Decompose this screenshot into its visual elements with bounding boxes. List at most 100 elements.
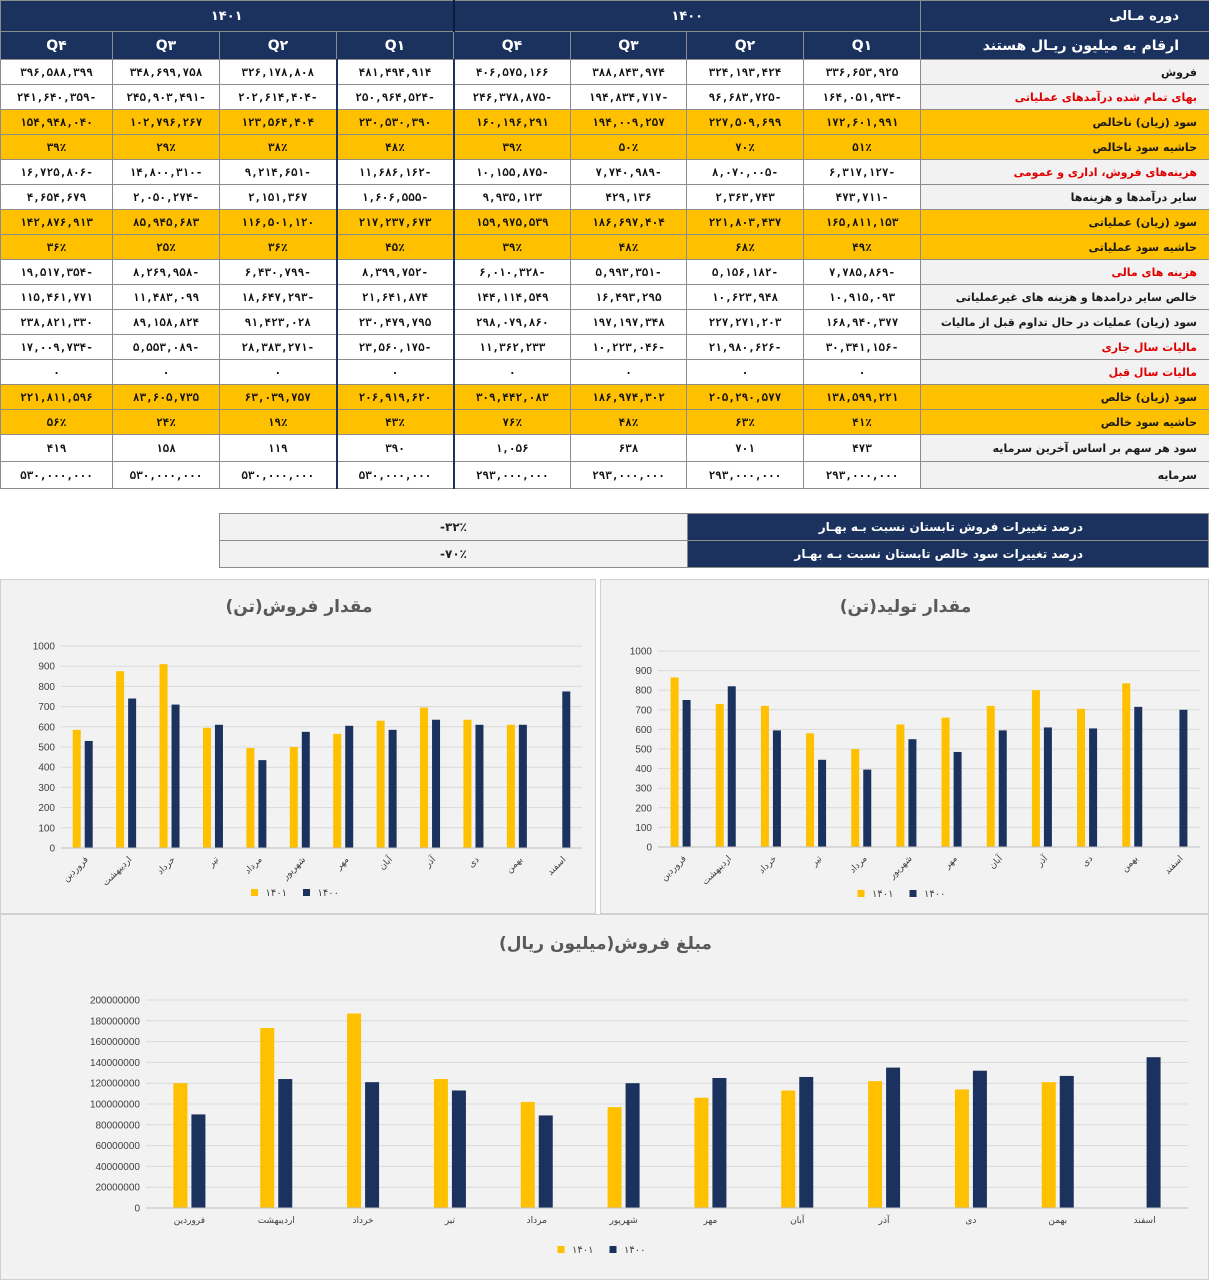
table-cell: ۴۸٪: [571, 410, 687, 435]
y-tick-label: 700: [38, 702, 55, 713]
bar-1401: [246, 748, 254, 848]
x-tick-label: شهریور: [609, 1216, 638, 1226]
legend-swatch: [558, 1246, 565, 1253]
bar-1401: [1042, 1082, 1056, 1208]
x-tick-label: فروردین: [62, 855, 91, 884]
bar-1400: [1089, 728, 1097, 847]
x-tick-label: تیر: [206, 855, 221, 870]
table-cell: ۸,۲۶۹,۹۵۸-: [113, 260, 220, 285]
table-cell: ۱۰۲,۷۹۶,۲۶۷: [113, 110, 220, 135]
bar-1400: [519, 725, 527, 848]
table-cell: ۴۵٪: [337, 235, 454, 260]
x-tick-label: آذر: [421, 853, 438, 870]
table-row: ۵۶٪۲۴٪۱۹٪۴۳٪۷۶٪۴۸٪۶۳٪۴۱٪حاشیه سود خالص: [1, 410, 1209, 435]
table-cell: ۲۲۷,۲۷۱,۲۰۳: [687, 310, 804, 335]
profit-change-value: -۷۰٪: [220, 541, 688, 568]
row-label: هزینه‌های فروش، اداری و عمومی: [921, 160, 1209, 185]
y-tick-label: 700: [635, 705, 652, 716]
table-cell: ۱۶۵,۸۱۱,۱۵۳: [804, 210, 921, 235]
bar-1400: [908, 739, 916, 847]
table-cell: ۱۱۹: [220, 435, 337, 462]
table-cell: ۲۴۶,۳۷۸,۸۷۵-: [454, 85, 571, 110]
x-tick-label: تیر: [444, 1216, 456, 1226]
table-cell: ۱۰,۲۲۳,۰۴۶-: [571, 335, 687, 360]
table-cell: ۱,۶۰۶,۵۵۵-: [337, 185, 454, 210]
table-cell: ۱۱,۳۶۲,۲۳۳: [454, 335, 571, 360]
bar-1400: [773, 730, 781, 847]
x-tick-label: خرداد: [353, 1216, 374, 1226]
y-tick-label: 100: [635, 823, 652, 834]
table-cell: ۰: [220, 360, 337, 385]
bar-1401: [507, 725, 515, 848]
bar-1401: [434, 1079, 448, 1208]
table-cell: ۱۱۶,۵۰۱,۱۲۰: [220, 210, 337, 235]
x-tick-label: آذر: [878, 1214, 890, 1226]
table-cell: ۲۵۰,۹۶۴,۵۲۴-: [337, 85, 454, 110]
profit-change-label: درصد تغییرات سود خالص تابستان نسبت بـه ب…: [688, 541, 1209, 568]
quarter-header: Q۳: [113, 32, 220, 60]
table-cell: ۵,۹۹۳,۳۵۱-: [571, 260, 687, 285]
table-cell: ۳۸٪: [220, 135, 337, 160]
x-tick-label: فروردین: [174, 1216, 205, 1226]
x-tick-label: اسفند: [1134, 1216, 1156, 1226]
x-tick-label: مهر: [334, 855, 352, 873]
table-row: ۱۶,۷۲۵,۸۰۶-۱۴,۸۰۰,۳۱۰-۹,۲۱۴,۶۵۱-۱۱,۶۸۶,۱…: [1, 160, 1209, 185]
table-cell: ۲,۳۶۳,۷۴۳: [687, 185, 804, 210]
y-tick-label: 100000000: [90, 1100, 140, 1111]
y-tick-label: 600: [38, 722, 55, 733]
table-cell: ۷,۷۴۰,۹۸۹-: [571, 160, 687, 185]
table-cell: ۲۹٪: [113, 135, 220, 160]
quarter-header: Q۴: [1, 32, 113, 60]
bar-1401: [203, 728, 211, 848]
table-cell: ۲۹۳,۰۰۰,۰۰۰: [804, 462, 921, 489]
bar-1400: [954, 752, 962, 847]
bar-1401: [377, 721, 385, 848]
bar-1400: [728, 686, 736, 847]
table-cell: ۱۸۶,۶۹۷,۴۰۴: [571, 210, 687, 235]
bar-1400: [818, 760, 826, 847]
table-cell: ۷۶٪: [454, 410, 571, 435]
table-row: ۱۹,۵۱۷,۳۵۴-۸,۲۶۹,۹۵۸-۶,۴۳۰,۷۹۹-۸,۳۹۹,۷۵۲…: [1, 260, 1209, 285]
bar-1400: [973, 1071, 987, 1208]
table-cell: ۵۳۰,۰۰۰,۰۰۰: [220, 462, 337, 489]
table-cell: ۴۸۱,۴۹۴,۹۱۴: [337, 60, 454, 85]
bar-1400: [172, 705, 180, 848]
table-cell: ۲۰۵,۲۹۰,۵۷۷: [687, 385, 804, 410]
legend-label: ۱۴۰۰: [624, 1245, 645, 1256]
table-cell: ۴۲۹,۱۳۶: [571, 185, 687, 210]
x-tick-label: مرداد: [527, 1216, 547, 1226]
bar-1400: [389, 730, 397, 848]
table-cell: ۲۲۱,۸۱۱,۵۹۶: [1, 385, 113, 410]
bar-1400: [1060, 1076, 1074, 1208]
bar-1400: [562, 691, 570, 848]
table-row: -۳۲٪ درصد تغییرات فروش تابستان نسبت بـه …: [220, 514, 1209, 541]
sales-change-label: درصد تغییرات فروش تابستان نسبت بـه بهـار: [688, 514, 1209, 541]
row-label: سود هر سهم بر اساس آخرین سرمایه: [921, 435, 1209, 462]
y-tick-label: 200: [38, 803, 55, 814]
bar-1400: [475, 725, 483, 848]
quarter-header: Q۲: [220, 32, 337, 60]
table-cell: ۴۷۳: [804, 435, 921, 462]
table-cell: ۳۶٪: [1, 235, 113, 260]
legend-label: ۱۴۰۱: [872, 889, 893, 900]
table-cell: ۲,۰۵۰,۲۷۴-: [113, 185, 220, 210]
bar-1401: [1122, 683, 1130, 847]
bar-1401: [160, 664, 168, 848]
table-cell: ۲۹۳,۰۰۰,۰۰۰: [571, 462, 687, 489]
bar-1400: [258, 760, 266, 848]
quarter-header: Q۳: [571, 32, 687, 60]
bar-1401: [781, 1090, 795, 1208]
x-tick-label: بهمن: [1120, 854, 1140, 874]
bar-1400: [365, 1082, 379, 1208]
table-cell: ۱۸,۶۴۷,۲۹۳-: [220, 285, 337, 310]
y-tick-label: 80000000: [96, 1120, 141, 1131]
row-label: حاشیه سود ناخالص: [921, 135, 1209, 160]
y-tick-label: 900: [635, 666, 652, 677]
bar-1401: [608, 1107, 622, 1208]
table-cell: ۳۴۸,۶۹۹,۷۵۸: [113, 60, 220, 85]
